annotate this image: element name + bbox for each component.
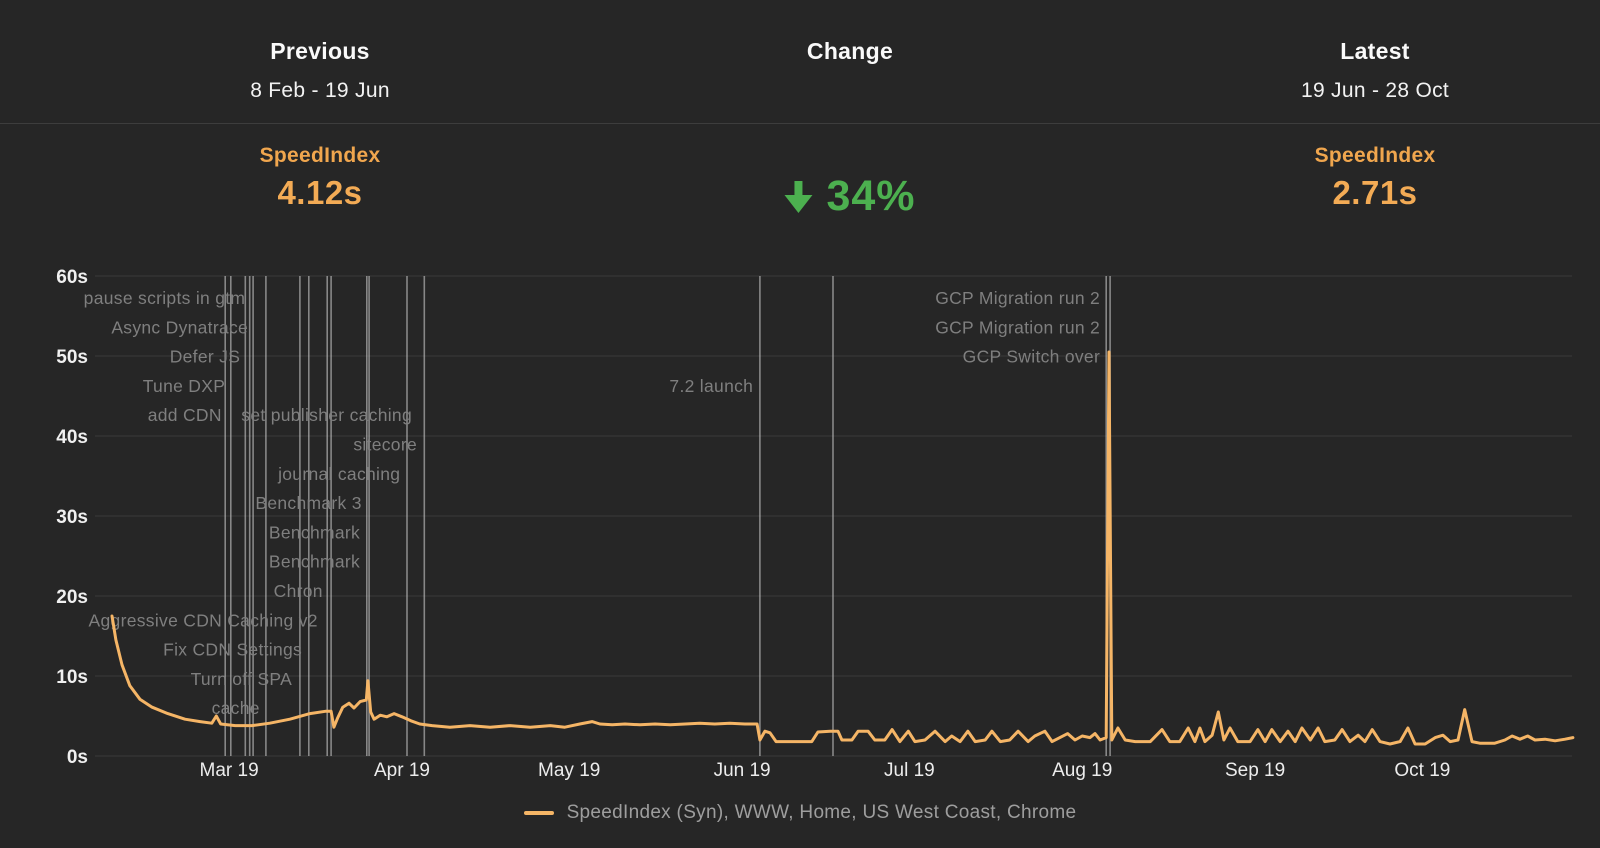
svg-text:Fix CDN Settings: Fix CDN Settings <box>163 640 302 660</box>
header-divider <box>0 123 1600 124</box>
legend-line-swatch <box>523 811 554 815</box>
svg-text:cache: cache <box>212 698 260 718</box>
legend-label: SpeedIndex (Syn), WWW, Home, US West Coa… <box>566 802 1077 823</box>
svg-text:add CDN: add CDN <box>148 405 222 425</box>
svg-text:Defer JS: Defer JS <box>170 347 240 367</box>
svg-text:GCP Migration run 2: GCP Migration run 2 <box>935 288 1100 308</box>
svg-text:Jul 19: Jul 19 <box>884 760 935 781</box>
svg-text:Apr 19: Apr 19 <box>374 760 430 781</box>
svg-text:Tune DXP: Tune DXP <box>143 376 225 396</box>
x-axis-labels: Mar 19 Apr 19 May 19 Jun 19 Jul 19 Aug 19 Sep … <box>200 760 1451 781</box>
previous-date-range: 8 Feb - 19 Jun <box>250 79 390 102</box>
svg-text:journal caching: journal caching <box>277 464 400 484</box>
latest-title: Latest <box>1340 38 1410 64</box>
svg-text:Aggressive CDN Caching v2: Aggressive CDN Caching v2 <box>89 610 318 630</box>
svg-text:GCP Switch over: GCP Switch over <box>963 347 1100 367</box>
svg-text:Benchmark: Benchmark <box>269 522 360 542</box>
svg-text:Mar 19: Mar 19 <box>200 760 259 781</box>
svg-text:Benchmark 3: Benchmark 3 <box>255 493 361 513</box>
svg-text:GCP Migration run 2: GCP Migration run 2 <box>935 317 1100 337</box>
change-metric-value: 34% <box>826 172 916 220</box>
svg-text:Benchmark: Benchmark <box>269 552 360 572</box>
down-arrow-icon <box>784 180 813 213</box>
latest-metric: SpeedIndex 2.71s <box>1315 144 1436 212</box>
svg-text:Turn off SPA: Turn off SPA <box>191 669 293 689</box>
previous-metric-value: 4.12s <box>277 174 363 211</box>
svg-text:Sep 19: Sep 19 <box>1225 760 1285 781</box>
chart-legend[interactable]: SpeedIndex (Syn), WWW, Home, US West Coa… <box>0 802 1600 824</box>
svg-text:20s: 20s <box>56 587 88 608</box>
change-metric: 34% <box>784 172 915 221</box>
svg-text:May 19: May 19 <box>538 760 600 781</box>
svg-text:Oct 19: Oct 19 <box>1394 760 1450 781</box>
svg-text:7.2 launch: 7.2 launch <box>669 376 753 396</box>
previous-metric-label: SpeedIndex <box>259 144 381 167</box>
svg-text:40s: 40s <box>56 427 88 448</box>
svg-text:0s: 0s <box>67 747 88 768</box>
change-header: Change <box>807 38 893 65</box>
latest-metric-label: SpeedIndex <box>1314 144 1436 167</box>
change-title: Change <box>806 38 894 64</box>
speedindex-chart[interactable]: 0s 10s 20s 30s 40s 50s 60s Mar 19 Apr 19 May 19 Ju… <box>0 240 1600 848</box>
annotation-labels: pause scripts in gtm Async Dynatrace Defer… <box>84 288 1100 718</box>
latest-period-header: Latest 19 Jun - 28 Oct <box>1301 38 1449 103</box>
svg-text:50s: 50s <box>56 347 88 368</box>
latest-date-range: 19 Jun - 28 Oct <box>1300 79 1450 102</box>
svg-text:30s: 30s <box>56 507 88 528</box>
svg-text:Async Dynatrace: Async Dynatrace <box>111 317 248 337</box>
speedindex-series-line <box>110 350 1575 746</box>
svg-text:set publisher caching: set publisher caching <box>241 405 412 425</box>
svg-text:sitecore: sitecore <box>353 435 417 455</box>
previous-period-header: Previous 8 Feb - 19 Jun <box>250 38 390 103</box>
svg-text:10s: 10s <box>56 667 88 688</box>
svg-text:60s: 60s <box>56 267 88 288</box>
svg-text:Chron: Chron <box>274 581 323 601</box>
previous-title: Previous <box>270 38 370 64</box>
svg-text:Jun 19: Jun 19 <box>714 760 771 781</box>
svg-text:pause scripts in gtm: pause scripts in gtm <box>84 288 246 308</box>
y-grid: 0s 10s 20s 30s 40s 50s 60s <box>56 267 1572 768</box>
svg-text:Aug 19: Aug 19 <box>1052 760 1112 781</box>
latest-metric-value: 2.71s <box>1332 174 1418 211</box>
previous-metric: SpeedIndex 4.12s <box>260 144 381 212</box>
